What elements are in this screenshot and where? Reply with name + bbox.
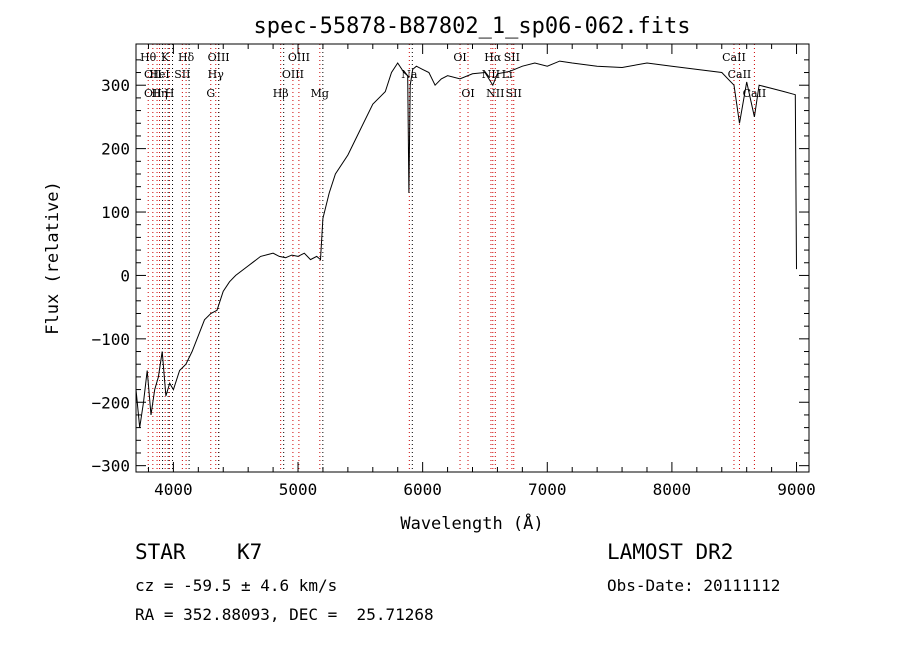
spectral-line-markers <box>147 44 755 472</box>
object-type: STAR <box>135 540 186 564</box>
line-label: NII <box>486 87 504 100</box>
y-tick-label: −200 <box>91 393 130 412</box>
line-label: H <box>165 87 175 100</box>
flux-line <box>135 60 797 428</box>
redshift-velocity: cz = -59.5 ± 4.6 km/s <box>135 576 338 595</box>
line-label: OIII <box>208 51 230 64</box>
line-labels: HθOIIOIIHηHeIKHSIIHδGHγOIIIHβOIIIOIIIMgN… <box>140 51 766 100</box>
line-label: OIII <box>288 51 310 64</box>
line-label: SII <box>174 68 190 81</box>
observation-date: Obs-Date: 20111112 <box>607 576 781 595</box>
line-label: OII <box>144 87 162 100</box>
flux-series <box>135 60 797 428</box>
line-label: SII <box>504 51 520 64</box>
line-label: OIII <box>282 68 304 81</box>
line-label: OI <box>453 51 466 64</box>
y-tick-label: −300 <box>91 457 130 476</box>
line-label: CaII <box>722 51 746 64</box>
x-tick-label: 6000 <box>403 480 442 499</box>
line-label: Hδ <box>178 51 195 64</box>
line-label: NII <box>482 68 500 81</box>
line-label: CaII <box>728 68 752 81</box>
object-class: K7 <box>237 540 263 564</box>
line-label: HeI <box>149 68 169 81</box>
y-tick-label: 200 <box>101 140 130 159</box>
line-label: OII <box>144 68 162 81</box>
x-axis-label: Wavelength (Å) <box>400 512 543 534</box>
line-label: G <box>206 87 215 100</box>
x-tick-label: 9000 <box>777 480 816 499</box>
line-label: SII <box>506 87 522 100</box>
y-tick-label: 100 <box>101 203 130 222</box>
line-label: Li <box>502 68 513 81</box>
y-tick-label: 0 <box>120 266 130 285</box>
plot-frame <box>135 43 810 473</box>
y-tick-label: −100 <box>91 330 130 349</box>
x-tick-label: 5000 <box>279 480 318 499</box>
line-label: Mg <box>311 87 329 100</box>
line-label: Hα <box>484 51 502 64</box>
coordinates: RA = 352.88093, DEC = 25.71268 <box>135 605 434 624</box>
line-label: Hη <box>151 87 167 100</box>
line-label: Na <box>401 68 418 81</box>
line-label: Hβ <box>273 87 289 100</box>
y-axis-label: Flux (relative) <box>43 181 63 335</box>
line-label: Hγ <box>208 68 225 81</box>
line-label: OI <box>461 87 474 100</box>
line-label: CaII <box>743 87 767 100</box>
axis-ticks: 4000 5000 6000 7000 8000 9000 −300 −200 −100 0 100… <box>91 44 816 499</box>
chart-title: spec-55878-B87802_1_sp06-062.fits <box>253 14 690 39</box>
x-tick-label: 4000 <box>154 480 193 499</box>
line-label: Hθ <box>140 51 157 64</box>
x-tick-label: 8000 <box>653 480 692 499</box>
x-tick-label: 7000 <box>528 480 567 499</box>
line-label: K <box>161 51 170 64</box>
y-tick-label: 300 <box>101 76 130 95</box>
survey-name: LAMOST DR2 <box>607 540 734 564</box>
